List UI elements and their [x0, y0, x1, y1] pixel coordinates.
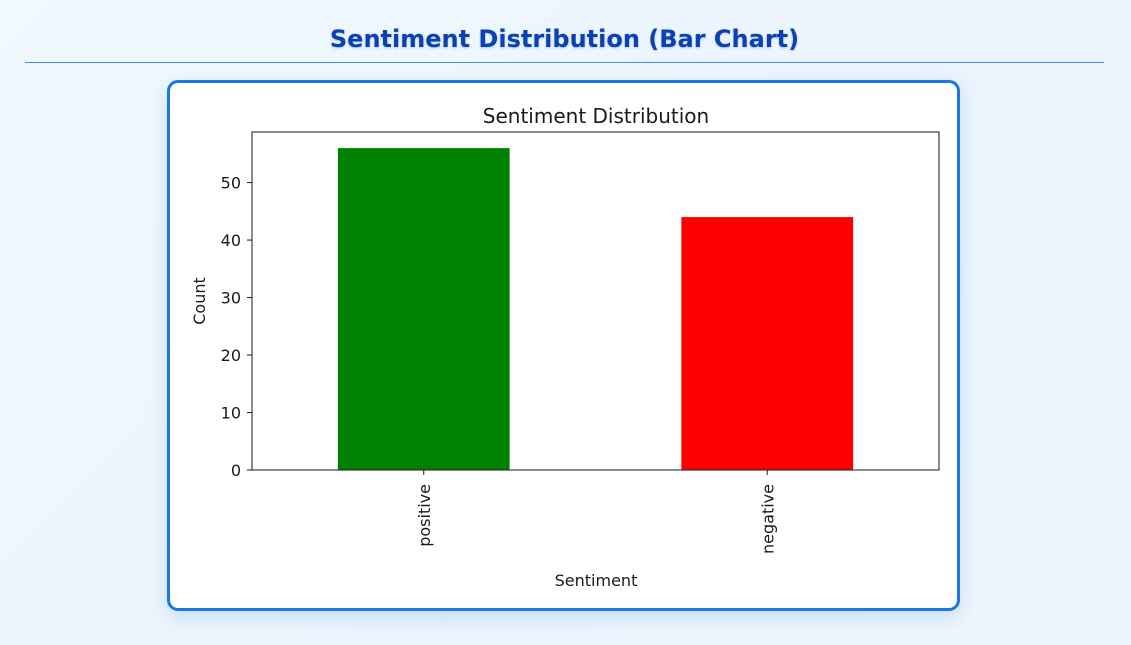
- page-header: Sentiment Distribution (Bar Chart): [25, 0, 1104, 63]
- chart-title: Sentiment Distribution: [483, 104, 709, 128]
- x-axis-label: Sentiment: [555, 571, 638, 590]
- bar-chart: Sentiment Distribution Count Sentiment 0…: [190, 104, 940, 590]
- y-ticks-layer: 0 10 20 30 40 50: [221, 174, 252, 480]
- plot-frame: [251, 131, 940, 471]
- y-tick-label: 40: [221, 231, 241, 250]
- x-ticks-layer: positive negative: [415, 470, 777, 554]
- y-tick-label: 20: [221, 346, 241, 365]
- chart-card: Sentiment Distribution Count Sentiment 0…: [167, 80, 960, 611]
- y-tick-label: 10: [221, 404, 241, 423]
- x-tick-label: positive: [415, 484, 434, 547]
- y-tick-label: 50: [221, 174, 241, 193]
- page-title: Sentiment Distribution (Bar Chart): [329, 25, 800, 53]
- bars-layer: [337, 148, 854, 470]
- bar-positive: [337, 148, 510, 470]
- y-tick-label: 30: [221, 289, 241, 308]
- y-tick-label: 0: [231, 461, 241, 480]
- y-axis-label: Count: [190, 277, 209, 325]
- bar-negative: [681, 217, 854, 470]
- x-tick-label: negative: [758, 484, 777, 554]
